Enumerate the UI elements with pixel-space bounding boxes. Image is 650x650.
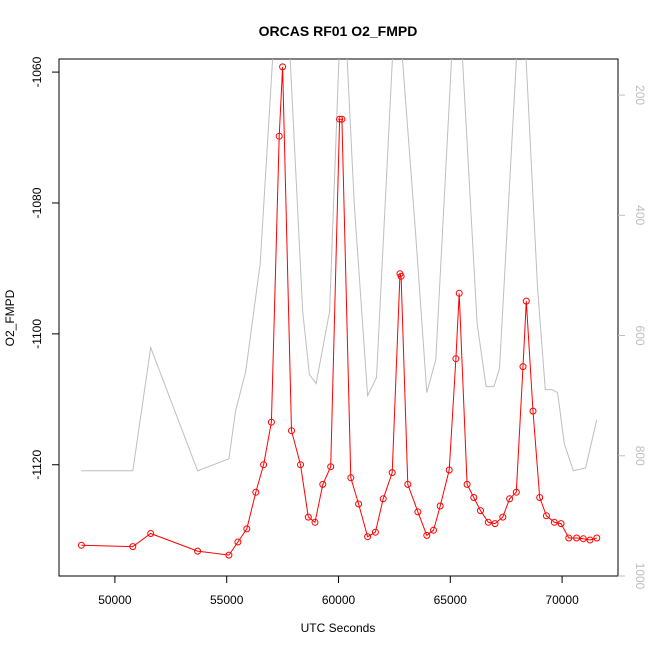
chart-title: ORCAS RF01 O2_FMPD: [259, 23, 418, 39]
data-point: [77, 541, 85, 549]
x-tick-label: 60000: [322, 593, 356, 607]
y-axis-left: -1060 -1080 -1100 -1120: [30, 56, 59, 480]
data-point: [388, 469, 396, 477]
data-point: [477, 507, 484, 515]
data-point: [470, 494, 478, 501]
data-point: [436, 502, 444, 510]
data-point: [512, 488, 520, 496]
y-tick-label: -1060: [30, 56, 44, 87]
data-point: [550, 518, 558, 526]
data-point: [593, 534, 601, 542]
data-point: [371, 528, 379, 536]
series-layer: [77, 59, 601, 559]
x-tick-label: 50000: [98, 593, 132, 607]
data-point: [542, 512, 550, 520]
y-tick-label: -1100: [30, 319, 44, 349]
data-point: [536, 494, 544, 501]
y-axis-right: 200 400 600 800 1000: [618, 85, 647, 590]
y2-tick-label: 200: [633, 85, 647, 105]
data-point: [565, 534, 573, 542]
data-point: [355, 500, 363, 508]
data-point: [260, 461, 268, 469]
data-point: [445, 466, 453, 474]
data-point: [519, 363, 527, 371]
data-point: [304, 513, 312, 521]
data-point: [579, 535, 587, 543]
y-tick-label: -1120: [30, 450, 44, 480]
data-point: [586, 536, 594, 544]
y2-tick-label: 600: [633, 326, 647, 346]
y2-tick-label: 1000: [633, 563, 647, 590]
data-point: [275, 132, 283, 140]
data-point: [463, 480, 471, 488]
data-point: [430, 526, 437, 534]
data-point: [522, 297, 530, 305]
series-line-right-axis: [81, 59, 598, 472]
data-point: [529, 407, 537, 415]
data-point: [336, 115, 344, 123]
data-point: [499, 513, 507, 521]
data-point: [423, 531, 431, 539]
data-point: [338, 115, 346, 123]
data-point: [288, 427, 295, 435]
data-point: [484, 518, 492, 526]
data-point: [267, 418, 275, 426]
plot-frame: [58, 58, 619, 577]
data-point: [491, 520, 499, 528]
data-point: [252, 488, 260, 496]
data-point: [452, 355, 460, 363]
data-point: [234, 538, 242, 546]
data-point: [147, 530, 155, 537]
data-point: [347, 474, 355, 482]
data-point: [506, 495, 514, 503]
series-line-left-axis: [81, 66, 597, 556]
data-point: [319, 480, 327, 488]
data-point: [327, 463, 335, 471]
data-point: [129, 543, 137, 551]
data-point: [225, 551, 233, 559]
data-point: [557, 520, 565, 528]
y-tick-label: -1080: [30, 187, 44, 218]
data-point: [279, 63, 287, 71]
x-tick-label: 70000: [545, 593, 579, 607]
data-point: [397, 272, 405, 280]
data-point: [455, 289, 463, 297]
data-point: [311, 518, 319, 526]
x-tick-label: 55000: [210, 593, 244, 607]
x-axis: 50000 55000 60000 65000 70000: [98, 575, 579, 607]
data-point: [297, 461, 304, 469]
x-tick-label: 65000: [434, 593, 468, 607]
y-axis-label: O2_FMPD: [3, 289, 17, 346]
data-point: [379, 495, 387, 503]
y2-tick-label: 800: [633, 446, 647, 466]
data-point: [404, 480, 412, 488]
x-axis-label: UTC Seconds: [301, 621, 376, 635]
y2-tick-label: 400: [633, 205, 647, 225]
data-point: [243, 525, 251, 533]
data-point: [414, 508, 422, 516]
data-point: [194, 547, 202, 555]
data-point: [573, 534, 581, 542]
data-point: [364, 533, 372, 541]
